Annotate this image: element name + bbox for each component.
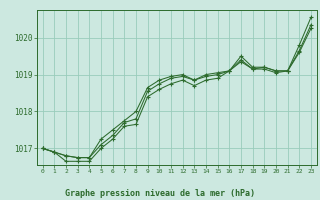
Text: Graphe pression niveau de la mer (hPa): Graphe pression niveau de la mer (hPa) [65,189,255,198]
